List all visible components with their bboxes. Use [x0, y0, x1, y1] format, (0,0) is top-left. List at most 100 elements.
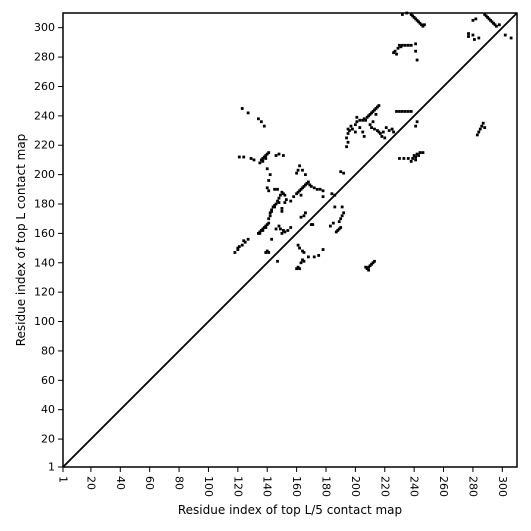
contact-point: [409, 43, 413, 47]
contact-point: [377, 104, 381, 107]
contact-point: [412, 16, 416, 19]
contact-point: [258, 161, 262, 165]
contact-point: [337, 220, 341, 224]
contact-point: [377, 130, 381, 134]
contact-point: [340, 214, 344, 218]
contact-point: [409, 159, 413, 163]
contact-point: [315, 187, 319, 191]
contact-point: [286, 229, 290, 232]
contact-point: [415, 18, 419, 22]
contact-point: [274, 202, 278, 206]
contact-point: [267, 151, 271, 154]
y-tick-label: 260: [34, 80, 55, 93]
contact-point: [265, 223, 269, 226]
contact-point: [339, 170, 343, 174]
contact-point: [295, 267, 299, 271]
contact-point: [497, 23, 501, 27]
contact-point: [418, 21, 422, 25]
contact-point: [333, 205, 337, 209]
contact-point: [299, 215, 303, 219]
contact-point: [367, 114, 371, 118]
contact-point: [492, 21, 495, 25]
contact-point: [340, 205, 344, 209]
y-tick-label: 1: [48, 461, 55, 474]
contact-point: [415, 58, 419, 62]
contact-point: [299, 193, 303, 197]
y-tick-label: 140: [34, 256, 55, 269]
y-tick-label: 40: [41, 403, 55, 416]
contact-point: [281, 192, 285, 196]
x-tick-label: 280: [466, 476, 479, 497]
contact-point: [342, 171, 346, 175]
contact-point: [277, 201, 281, 204]
contact-point: [270, 237, 274, 241]
contact-point: [423, 23, 426, 27]
contact-point: [373, 127, 376, 131]
contact-point: [270, 208, 274, 212]
contact-point: [257, 231, 260, 235]
y-tick-label: 160: [34, 227, 55, 240]
contact-point: [276, 259, 279, 263]
contact-point: [374, 107, 378, 110]
contact-point: [355, 120, 359, 124]
contact-point: [398, 157, 401, 160]
contact-point: [480, 124, 484, 128]
contact-point: [331, 221, 335, 225]
contact-point: [321, 189, 325, 193]
contact-point: [401, 43, 404, 47]
contact-point: [306, 180, 310, 184]
y-tick-label: 100: [34, 315, 55, 328]
x-tick-label: 180: [319, 476, 332, 497]
contact-point: [383, 136, 387, 140]
contact-point: [345, 136, 348, 140]
contact-point: [292, 195, 296, 199]
contact-point: [330, 192, 334, 196]
contact-point: [296, 190, 300, 194]
contact-point: [304, 173, 307, 177]
contact-point: [406, 157, 410, 160]
contact-point: [370, 262, 373, 266]
contact-point: [481, 121, 485, 125]
contact-point: [242, 155, 246, 159]
contact-point: [309, 184, 313, 188]
y-tick-label: 60: [41, 374, 55, 387]
contact-point: [406, 110, 410, 113]
contact-point: [370, 111, 373, 115]
contact-point: [262, 124, 266, 128]
contact-point: [237, 155, 241, 159]
contact-point: [277, 152, 281, 156]
contact-point: [398, 110, 401, 113]
contact-point: [345, 145, 348, 149]
contact-point: [276, 187, 279, 191]
x-tick-label: 120: [231, 476, 244, 497]
x-tick-label: 1: [57, 476, 70, 483]
contact-point: [490, 20, 494, 24]
contact-point: [477, 36, 481, 40]
contact-point: [402, 157, 406, 160]
contact-point: [376, 105, 379, 109]
contact-point: [299, 261, 303, 265]
contact-point: [274, 154, 278, 157]
contact-point: [371, 261, 375, 265]
contact-point: [395, 52, 398, 56]
contact-point: [298, 246, 301, 250]
contact-point: [265, 167, 269, 171]
contact-point: [240, 107, 244, 110]
contact-point: [236, 246, 240, 250]
contact-point: [387, 129, 391, 132]
contact-points: [233, 11, 513, 272]
contact-point: [409, 13, 413, 16]
contact-point: [420, 23, 423, 27]
contact-point: [301, 186, 304, 190]
contact-point: [258, 231, 262, 235]
contact-point: [280, 231, 284, 235]
x-tick-label: 40: [114, 476, 127, 490]
contact-point: [337, 227, 341, 231]
contact-point: [471, 18, 475, 22]
diagonal-line: [62, 12, 518, 468]
contact-point: [257, 117, 260, 121]
contact-point: [368, 264, 372, 268]
contact-point: [367, 265, 371, 269]
contact-point: [237, 245, 241, 249]
contact-point: [483, 126, 487, 129]
